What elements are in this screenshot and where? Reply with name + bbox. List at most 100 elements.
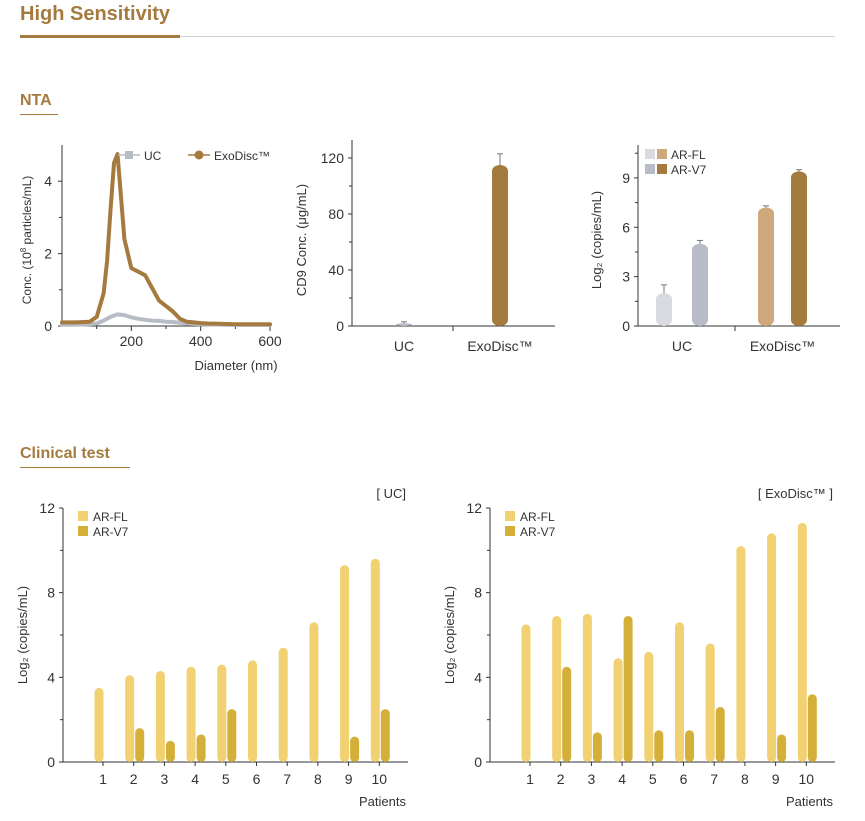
y-tick-label: 0 <box>44 318 52 334</box>
legend-label: AR-V7 <box>93 525 129 539</box>
legend-marker <box>194 150 204 160</box>
bar-ar-fl-patient-3 <box>155 670 165 762</box>
section-title-clinical: Clinical test <box>20 445 110 462</box>
section-underline-clinical <box>20 467 130 468</box>
y-tick-label: 12 <box>39 500 55 516</box>
bar-ar-fl-patient-5 <box>644 651 654 762</box>
x-tick-label: 6 <box>253 771 261 787</box>
x-axis-label: Patients <box>786 794 833 809</box>
legend-label: AR-V7 <box>671 163 707 177</box>
section-underline-nta <box>20 114 58 115</box>
bar-ar-fl-patient-10 <box>797 522 807 762</box>
y-tick-label: 0 <box>474 754 482 770</box>
bar-ar-fl-patient-5 <box>217 664 227 762</box>
title-divider <box>20 36 835 37</box>
title-accent-underline <box>20 35 180 38</box>
bar-ar-v7-patient-9 <box>777 734 787 762</box>
y-tick-label: 2 <box>44 246 52 262</box>
y-tick-label: 0 <box>47 754 55 770</box>
x-category-label: UC <box>394 338 414 354</box>
bar-ar-v7-patient-10 <box>807 694 817 762</box>
bar-ar-v7-patient-4 <box>623 615 633 762</box>
bar-ar-v7-patient-10 <box>380 709 390 762</box>
bar-ar-fl-patient-8 <box>309 622 319 762</box>
legend-marker <box>125 151 133 159</box>
bar-ar-fl-patient-4 <box>613 658 623 762</box>
x-tick-label: 6 <box>680 771 688 787</box>
x-tick-label: 3 <box>161 771 169 787</box>
chart-tag: [ UC] <box>376 486 406 501</box>
chart-tag: [ ExoDisc™ ] <box>758 486 833 501</box>
x-tick-label: 1 <box>99 771 107 787</box>
bar-ar-fl-patient-10 <box>370 558 380 762</box>
y-tick-label: 40 <box>328 262 344 278</box>
bar-ar-fl-patient-7 <box>705 643 715 762</box>
x-tick-label: 9 <box>345 771 353 787</box>
bar-ar-fl-patient-8 <box>736 546 746 762</box>
bar-ar-v7-exodisc <box>791 171 807 326</box>
bar-ar-v7-patient-2 <box>562 666 572 762</box>
legend-swatch <box>505 511 515 521</box>
x-tick-label: 4 <box>618 771 626 787</box>
y-tick-label: 6 <box>622 219 630 235</box>
x-category-label: ExoDisc™ <box>750 338 815 354</box>
y-tick-label: 4 <box>44 173 52 189</box>
legend-label: AR-FL <box>671 148 706 162</box>
bar-ar-v7-patient-3 <box>165 740 175 762</box>
bar-ar-fl-patient-2 <box>552 615 562 762</box>
x-tick-label: 8 <box>741 771 749 787</box>
y-tick-label: 4 <box>474 669 482 685</box>
x-axis-label: Patients <box>359 794 406 809</box>
y-axis-label-suffix: particles/mL) <box>20 176 34 248</box>
legend-label: AR-FL <box>93 510 128 524</box>
legend-label: ExoDisc™ <box>214 149 270 163</box>
bar-ar-fl-patient-3 <box>582 613 592 762</box>
x-tick-label: 2 <box>130 771 138 787</box>
x-category-label: UC <box>672 338 692 354</box>
bar-ar-fl-exodisc <box>758 207 774 326</box>
bar-ar-fl-patient-6 <box>675 622 684 762</box>
x-tick-label: 600 <box>258 333 282 349</box>
legend-swatch <box>78 526 88 536</box>
x-tick-label: 7 <box>283 771 291 787</box>
legend-swatch-exodisc <box>657 164 667 174</box>
series-line-exodisc <box>60 152 272 327</box>
x-tick-label: 9 <box>772 771 780 787</box>
bar-ar-fl-patient-6 <box>248 660 257 762</box>
x-axis-label: Diameter (nm) <box>194 358 277 373</box>
x-tick-label: 8 <box>314 771 322 787</box>
bar-ar-fl-patient-7 <box>278 647 288 762</box>
y-axis-label: Conc. (108 particles/mL) <box>19 176 34 305</box>
bar-ar-v7-patient-3 <box>592 732 602 762</box>
x-tick-label: 5 <box>222 771 230 787</box>
x-tick-label: 10 <box>799 771 815 787</box>
y-tick-label: 9 <box>622 170 630 186</box>
y-tick-label: 80 <box>328 206 344 222</box>
x-tick-label: 7 <box>710 771 718 787</box>
x-tick-label: 200 <box>120 333 144 349</box>
y-tick-label: 8 <box>474 585 482 601</box>
y-tick-label: 0 <box>336 318 344 334</box>
bar-ar-v7-patient-2 <box>135 728 145 762</box>
bar-ar-fl-patient-4 <box>186 666 196 762</box>
bar-exodisc <box>492 165 508 326</box>
y-axis-label-exponent: 8 <box>19 247 28 252</box>
bar-ar-fl-uc <box>656 293 672 326</box>
page-title: High Sensitivity <box>20 3 171 25</box>
legend-swatch <box>505 526 515 536</box>
x-tick-label: 5 <box>649 771 657 787</box>
x-tick-label: 1 <box>526 771 534 787</box>
x-tick-label: 4 <box>191 771 199 787</box>
bar-ar-v7-patient-9 <box>350 736 360 762</box>
x-tick-label: 10 <box>372 771 388 787</box>
y-axis-label: CD9 Conc. (μg/mL) <box>294 184 309 296</box>
y-axis-label: Log₂ (copies/mL) <box>589 191 604 289</box>
legend-swatch <box>78 511 88 521</box>
x-tick-label: 400 <box>189 333 213 349</box>
bar-ar-fl-patient-9 <box>340 565 350 762</box>
